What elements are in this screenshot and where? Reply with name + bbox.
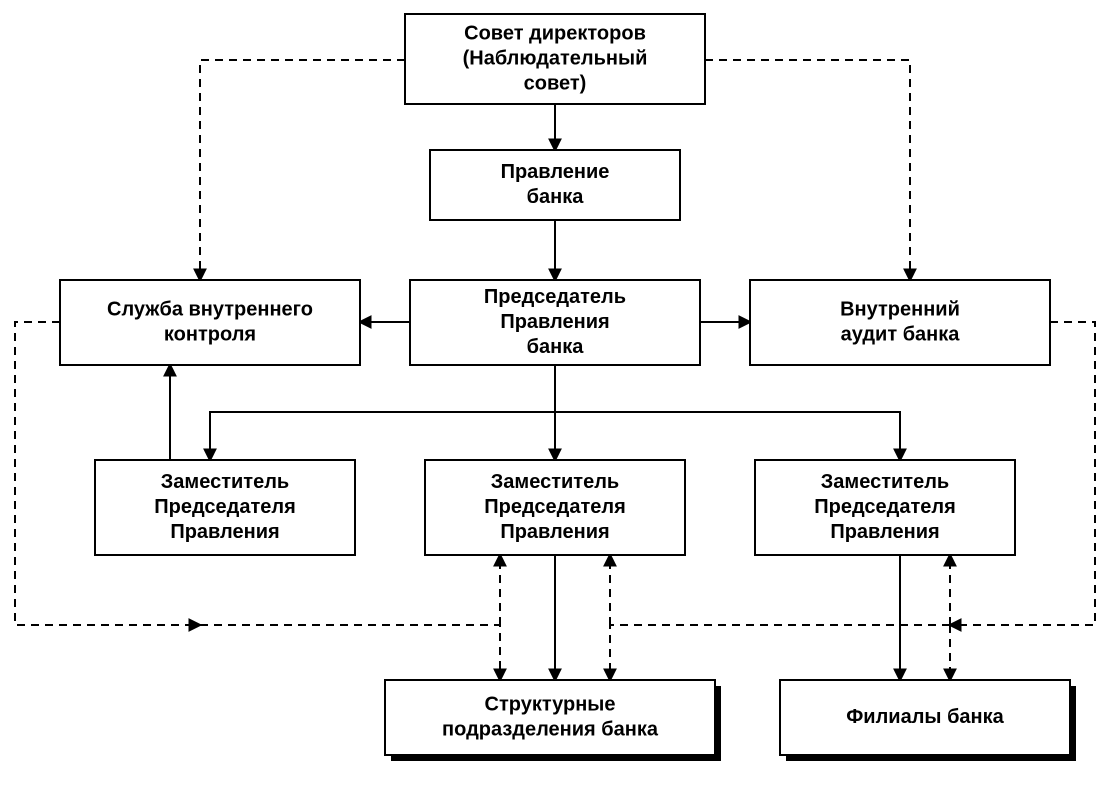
node-label: Правления: [500, 311, 609, 333]
node-label: Служба внутреннего: [107, 299, 313, 321]
node-label: банка: [527, 186, 585, 208]
edge: [705, 60, 910, 280]
node-internalctl: Служба внутреннего контроля: [60, 280, 360, 365]
node-label: Правления: [170, 521, 279, 543]
node-label: контроля: [164, 324, 256, 346]
edge: [200, 60, 405, 280]
node-dep3: Заместитель Председателя Правления: [755, 460, 1015, 555]
node-label: аудит банка: [841, 324, 961, 346]
node-label: Совет директоров: [464, 23, 646, 45]
node-label: Правления: [500, 521, 609, 543]
nodes-layer: Совет директоров (Наблюдательный совет) Пра…: [60, 14, 1076, 761]
node-label: Председатель: [484, 286, 626, 308]
node-dep1: Заместитель Председателя Правления: [95, 460, 355, 555]
node-label: (Наблюдательный: [463, 48, 648, 70]
org-chart: Совет директоров (Наблюдательный совет) Пра…: [0, 0, 1111, 801]
node-board: Совет директоров (Наблюдательный совет): [405, 14, 705, 104]
node-label: Правление: [501, 161, 610, 183]
node-label: совет): [524, 73, 587, 95]
node-dep2: Заместитель Председателя Правления: [425, 460, 685, 555]
node-units: Структурные подразделения банка: [385, 680, 721, 761]
node-label: Внутренний: [840, 299, 960, 321]
node-label: Председателя: [484, 496, 626, 518]
node-label: Заместитель: [821, 471, 949, 493]
edge: [210, 412, 555, 460]
node-label: Правления: [830, 521, 939, 543]
node-label: банка: [527, 336, 585, 358]
node-label: подразделения банка: [442, 719, 659, 741]
node-audit: Внутренний аудит банка: [750, 280, 1050, 365]
edge: [200, 625, 500, 680]
node-chairman: Председатель Правления банка: [410, 280, 700, 365]
node-label: Филиалы банка: [846, 706, 1004, 728]
node-label: Заместитель: [161, 471, 289, 493]
node-branches: Филиалы банка: [780, 680, 1076, 761]
node-management: Правление банка: [430, 150, 680, 220]
node-label: Председателя: [154, 496, 296, 518]
node-label: Структурные: [485, 694, 616, 716]
edge: [555, 412, 900, 460]
node-label: Заместитель: [491, 471, 619, 493]
node-label: Председателя: [814, 496, 956, 518]
